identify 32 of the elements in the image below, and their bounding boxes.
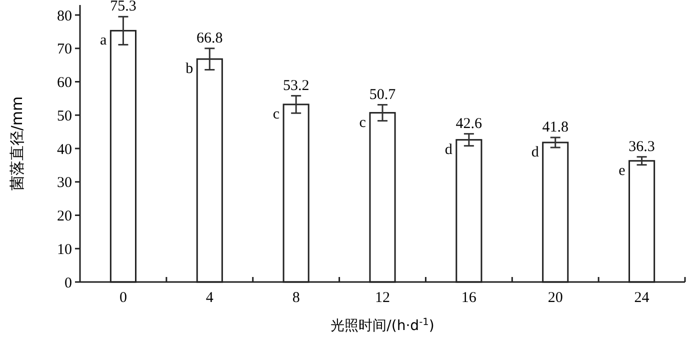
annotation: b: [186, 61, 194, 78]
data-label: 36.3: [628, 138, 655, 155]
y-tick-label: 30: [57, 175, 72, 192]
y-tick-label: 40: [57, 142, 72, 158]
annotation: c: [359, 114, 366, 131]
data-label: 42.6: [456, 116, 483, 132]
x-tick-label: 24: [634, 290, 650, 306]
y-tick-label: 60: [57, 75, 72, 92]
y-tick-label: 50: [57, 108, 72, 124]
x-tick-label: 0: [119, 290, 127, 306]
x-tick-label: 4: [206, 290, 214, 306]
x-tick-label: 12: [375, 290, 390, 306]
annotation: c: [272, 106, 280, 122]
y-axis-title: 菌落直径/mm: [8, 96, 26, 191]
data-label: 66.8: [196, 30, 223, 46]
y-tick-label: 20: [57, 208, 72, 225]
y-tick-label: 80: [57, 8, 72, 24]
x-tick-label: 16: [461, 290, 477, 306]
data-label: 75.3: [110, 0, 136, 15]
y-tick-label: 70: [57, 42, 72, 58]
y-tick-label: 10: [57, 242, 72, 258]
x-axis-title: 光照时间/(h·d$^{-1}$): [330, 316, 434, 334]
data-label: 53.2: [282, 78, 310, 94]
data-label: 41.8: [542, 119, 568, 136]
annotation: d: [531, 144, 540, 160]
y-tick-label: 0: [64, 275, 72, 292]
annotation: e: [618, 162, 626, 179]
annotation: d: [444, 142, 453, 158]
annotation: a: [100, 32, 108, 49]
data-label: 50.7: [369, 86, 396, 103]
x-tick-label: 20: [548, 290, 563, 306]
x-tick-label: 8: [292, 290, 300, 306]
